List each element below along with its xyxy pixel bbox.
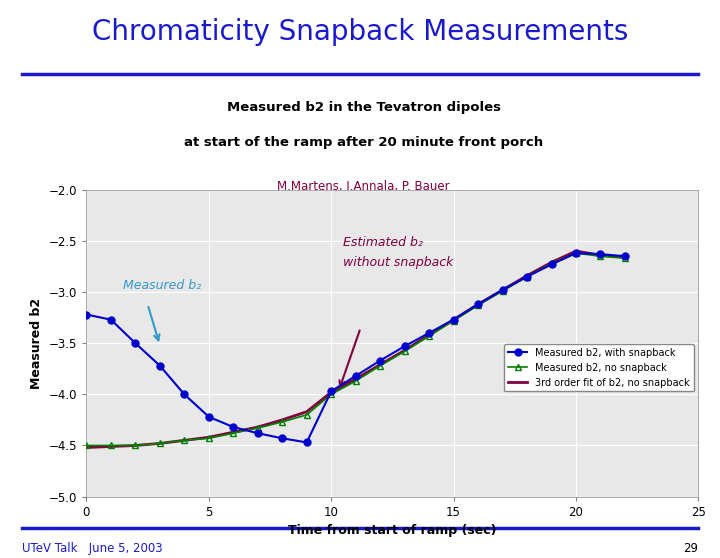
- Measured b2, no snapback: [253, 425, 262, 431]
- 3rd order fit of b2, no snapback: [449, 316, 458, 323]
- Measured b2, with snapback: [498, 287, 507, 294]
- Text: Chromaticity Snapback Measurements: Chromaticity Snapback Measurements: [92, 18, 628, 46]
- Line: Measured b2, no snapback: Measured b2, no snapback: [83, 249, 629, 449]
- Measured b2, with snapback: [376, 357, 384, 364]
- Measured b2, no snapback: [572, 250, 580, 257]
- Measured b2, no snapback: [449, 318, 458, 324]
- Line: Measured b2, with snapback: Measured b2, with snapback: [83, 249, 629, 446]
- Measured b2, with snapback: [523, 273, 531, 280]
- Measured b2, no snapback: [351, 378, 360, 384]
- Text: M.Martens, J.Annala, P. Bauer: M.Martens, J.Annala, P. Bauer: [277, 180, 450, 193]
- 3rd order fit of b2, no snapback: [474, 301, 482, 307]
- Measured b2, no snapback: [82, 442, 91, 449]
- Y-axis label: Measured b2: Measured b2: [30, 297, 43, 389]
- X-axis label: Time from start of ramp (sec): Time from start of ramp (sec): [288, 524, 497, 537]
- 3rd order fit of b2, no snapback: [131, 442, 140, 449]
- Measured b2, with snapback: [107, 316, 115, 323]
- Measured b2, with snapback: [253, 430, 262, 436]
- 3rd order fit of b2, no snapback: [376, 362, 384, 368]
- Measured b2, with snapback: [131, 340, 140, 347]
- Measured b2, no snapback: [204, 435, 213, 442]
- Measured b2, no snapback: [131, 442, 140, 449]
- Measured b2, with snapback: [572, 250, 580, 257]
- Measured b2, with snapback: [351, 373, 360, 379]
- Text: 29: 29: [683, 542, 698, 555]
- 3rd order fit of b2, no snapback: [327, 389, 336, 396]
- 3rd order fit of b2, no snapback: [278, 416, 287, 424]
- Line: 3rd order fit of b2, no snapback: 3rd order fit of b2, no snapback: [86, 251, 625, 448]
- 3rd order fit of b2, no snapback: [351, 376, 360, 382]
- Measured b2, no snapback: [425, 333, 433, 339]
- Measured b2, with snapback: [449, 316, 458, 323]
- Legend: Measured b2, with snapback, Measured b2, no snapback, 3rd order fit of b2, no sn: Measured b2, with snapback, Measured b2,…: [504, 344, 693, 392]
- 3rd order fit of b2, no snapback: [523, 272, 531, 279]
- Measured b2, with snapback: [302, 439, 311, 446]
- 3rd order fit of b2, no snapback: [82, 444, 91, 451]
- Measured b2, with snapback: [229, 424, 238, 430]
- Measured b2, no snapback: [498, 288, 507, 295]
- Text: Measured b2 in the Tevatron dipoles: Measured b2 in the Tevatron dipoles: [227, 101, 500, 114]
- Measured b2, with snapback: [400, 343, 409, 349]
- Measured b2, no snapback: [547, 260, 556, 267]
- Measured b2, with snapback: [596, 251, 605, 258]
- 3rd order fit of b2, no snapback: [107, 443, 115, 450]
- 3rd order fit of b2, no snapback: [229, 429, 238, 436]
- Measured b2, with snapback: [621, 253, 629, 259]
- Measured b2, with snapback: [327, 388, 336, 395]
- Text: Estimated b₂: Estimated b₂: [343, 236, 423, 249]
- Measured b2, no snapback: [376, 362, 384, 369]
- Measured b2, with snapback: [474, 301, 482, 307]
- Measured b2, no snapback: [523, 273, 531, 280]
- Measured b2, with snapback: [278, 435, 287, 442]
- Measured b2, no snapback: [107, 442, 115, 449]
- 3rd order fit of b2, no snapback: [498, 287, 507, 294]
- Measured b2, no snapback: [278, 418, 287, 425]
- Measured b2, with snapback: [425, 330, 433, 336]
- Text: without snapback: without snapback: [343, 257, 454, 270]
- Measured b2, no snapback: [302, 411, 311, 418]
- Measured b2, with snapback: [82, 311, 91, 318]
- 3rd order fit of b2, no snapback: [572, 248, 580, 254]
- Text: UTeV Talk   June 5, 2003: UTeV Talk June 5, 2003: [22, 542, 162, 555]
- Text: Measured b₂: Measured b₂: [123, 279, 202, 292]
- 3rd order fit of b2, no snapback: [425, 331, 433, 338]
- 3rd order fit of b2, no snapback: [180, 437, 189, 444]
- 3rd order fit of b2, no snapback: [596, 252, 605, 258]
- Measured b2, no snapback: [621, 255, 629, 262]
- Measured b2, no snapback: [327, 391, 336, 398]
- Measured b2, with snapback: [180, 391, 189, 398]
- Text: at start of the ramp after 20 minute front porch: at start of the ramp after 20 minute fro…: [184, 136, 543, 149]
- Measured b2, no snapback: [229, 430, 238, 436]
- Measured b2, no snapback: [474, 302, 482, 309]
- Measured b2, no snapback: [400, 348, 409, 355]
- Measured b2, with snapback: [204, 413, 213, 420]
- 3rd order fit of b2, no snapback: [302, 408, 311, 415]
- Measured b2, no snapback: [156, 440, 164, 447]
- Measured b2, with snapback: [547, 261, 556, 268]
- 3rd order fit of b2, no snapback: [156, 440, 164, 447]
- Measured b2, no snapback: [180, 437, 189, 444]
- Measured b2, no snapback: [596, 253, 605, 259]
- 3rd order fit of b2, no snapback: [253, 424, 262, 430]
- Measured b2, with snapback: [156, 362, 164, 369]
- 3rd order fit of b2, no snapback: [204, 434, 213, 441]
- 3rd order fit of b2, no snapback: [621, 254, 629, 261]
- 3rd order fit of b2, no snapback: [547, 259, 556, 266]
- 3rd order fit of b2, no snapback: [400, 347, 409, 354]
